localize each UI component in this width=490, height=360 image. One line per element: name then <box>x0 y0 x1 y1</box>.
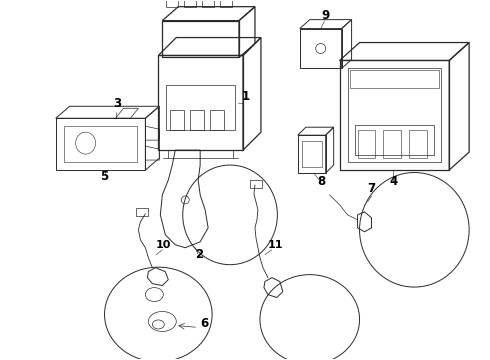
Text: 11: 11 <box>268 240 283 250</box>
Text: 7: 7 <box>368 182 376 195</box>
Text: 8: 8 <box>318 175 326 188</box>
Text: 2: 2 <box>195 248 203 261</box>
Text: 4: 4 <box>390 175 398 188</box>
Text: 1: 1 <box>242 90 250 103</box>
Text: 3: 3 <box>114 97 122 110</box>
Text: 9: 9 <box>322 9 330 22</box>
Text: 5: 5 <box>100 170 109 183</box>
Text: 10: 10 <box>155 240 171 250</box>
Text: 6: 6 <box>200 318 208 330</box>
